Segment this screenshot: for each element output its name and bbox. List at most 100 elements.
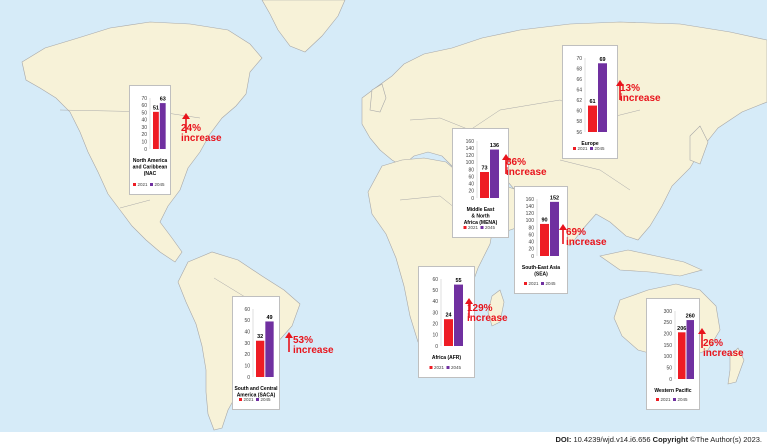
legend-label: 2045 <box>261 397 272 402</box>
y-tick-label: 140 <box>466 146 475 152</box>
region-name: & North <box>471 214 489 220</box>
increase-word: increase <box>566 237 607 248</box>
y-tick-label: 60 <box>576 109 582 115</box>
increase-percent: 26% <box>703 338 724 349</box>
y-tick-label: 10 <box>141 140 147 146</box>
legend-swatch <box>524 282 527 285</box>
y-tick-label: 160 <box>526 197 535 203</box>
doi-label: DOI: <box>555 435 572 444</box>
y-tick-label: 40 <box>468 182 474 188</box>
y-tick-label: 30 <box>432 310 438 316</box>
bar-value-label: 206 <box>677 326 686 332</box>
y-tick-label: 160 <box>466 139 475 145</box>
y-tick-label: 80 <box>528 225 534 231</box>
legend-label: 2045 <box>155 182 166 187</box>
region-name: Africa (MENA) <box>464 220 498 226</box>
bar-2045 <box>598 63 607 132</box>
increase-label: 129% increase <box>467 304 508 324</box>
chart-panel: 0 20 40 60 80 100 120 140 160 73 136 Middle East & N… <box>452 128 509 238</box>
y-tick-label: 20 <box>528 247 534 253</box>
bar-value-label: 90 <box>541 217 547 223</box>
legend-label: 2021 <box>468 225 479 230</box>
y-tick-label: 70 <box>141 96 147 102</box>
legend-label: 2045 <box>485 225 496 230</box>
copyright-text: ©The Author(s) 2023. <box>688 435 762 444</box>
bar-2045 <box>550 201 559 256</box>
increase-word: increase <box>506 167 547 178</box>
japan <box>689 125 709 165</box>
legend-swatch <box>133 183 136 186</box>
y-tick-label: 0 <box>471 196 474 202</box>
increase-label: 24% increase <box>181 124 222 144</box>
region-name: South and Central <box>234 386 278 392</box>
chart-panel: 0 10 20 30 40 50 60 70 51 63 North America and Cari… <box>129 85 171 195</box>
y-tick-label: 40 <box>432 299 438 305</box>
y-tick-label: 20 <box>432 321 438 327</box>
y-tick-label: 80 <box>468 167 474 173</box>
increase-percent: 86% <box>506 157 527 168</box>
y-tick-label: 50 <box>666 365 672 371</box>
y-tick-label: 60 <box>432 277 438 283</box>
legend-label: 2045 <box>595 146 606 151</box>
copyright-label: Copyright <box>652 435 689 444</box>
legend-swatch <box>256 398 259 401</box>
legend-swatch <box>463 226 467 229</box>
new-zealand <box>727 347 745 385</box>
y-tick-label: 0 <box>435 344 438 350</box>
united-kingdom <box>369 83 387 113</box>
legend-swatch <box>150 183 153 186</box>
bar-2021 <box>444 319 453 346</box>
y-tick-label: 20 <box>468 189 474 195</box>
chart-panel: 0 20 40 60 80 100 120 140 160 90 152 South-East Asi… <box>514 186 568 294</box>
chart-panel: 56 58 60 62 64 66 68 70 61 69 Europe 2021 2045 <box>562 45 618 159</box>
bar-chart: 0 10 20 30 40 50 60 32 49 South and CentralAmeric… <box>234 307 278 402</box>
bar-value-label: 73 <box>481 165 487 171</box>
legend-label: 2021 <box>578 146 589 151</box>
bar-2021 <box>540 223 549 256</box>
y-tick-label: 50 <box>432 288 438 294</box>
region-name: America (SACA) <box>237 393 276 399</box>
bar-2021 <box>256 340 265 377</box>
legend-swatch <box>446 366 450 369</box>
bar-2045 <box>686 320 694 379</box>
increase-percent: 69% <box>566 227 587 238</box>
legend-label: 2021 <box>434 365 445 370</box>
bar-value-label: 51 <box>153 105 159 111</box>
footer-doi: DOI: 10.4239/wjd.v14.i6.656 Copyright ©T… <box>0 435 762 444</box>
y-tick-label: 66 <box>576 77 582 83</box>
y-tick-label: 0 <box>247 375 250 381</box>
legend-swatch <box>590 147 593 150</box>
bar-value-label: 63 <box>160 97 166 103</box>
bar-2045 <box>159 103 166 149</box>
y-tick-label: 40 <box>141 118 147 124</box>
legend-label: 2021 <box>529 281 540 286</box>
greenland <box>261 0 346 53</box>
y-tick-label: 120 <box>526 211 535 217</box>
y-tick-label: 40 <box>528 240 534 246</box>
increase-arrow-icon <box>559 224 567 244</box>
y-tick-label: 40 <box>244 329 250 335</box>
y-tick-label: 200 <box>664 331 673 337</box>
increase-arrow-icon <box>182 113 190 133</box>
bar-chart: 0 10 20 30 40 50 60 24 55 Africa (AFR) 2021 2045 <box>429 277 463 370</box>
y-tick-label: 20 <box>141 132 147 138</box>
y-tick-label: 250 <box>664 320 673 326</box>
y-tick-label: 60 <box>244 307 250 313</box>
region-name: Middle East <box>467 207 495 213</box>
increase-label: 69% increase <box>566 228 607 248</box>
y-tick-label: 100 <box>664 354 673 360</box>
legend-swatch <box>429 366 433 369</box>
y-tick-label: 68 <box>576 66 582 72</box>
increase-word: increase <box>181 133 222 144</box>
region-name: Europe <box>581 141 598 147</box>
y-tick-label: 56 <box>576 130 582 136</box>
increase-word: increase <box>467 313 508 324</box>
bar-value-label: 49 <box>266 315 272 321</box>
legend-label: 2045 <box>546 281 557 286</box>
chart-panel: 0 10 20 30 40 50 60 32 49 South and Central Americ… <box>232 296 280 410</box>
increase-arrow-icon <box>616 80 624 100</box>
region-name: and Caribbean <box>133 165 168 171</box>
y-tick-label: 50 <box>244 318 250 324</box>
y-tick-label: 30 <box>244 341 250 347</box>
